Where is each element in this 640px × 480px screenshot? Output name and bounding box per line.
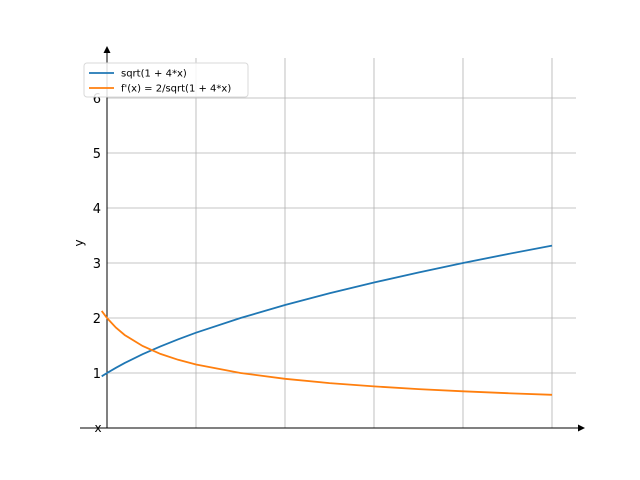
y-tick-label: 4 (93, 202, 101, 217)
x-axis-label: x (94, 421, 101, 435)
y-tick-label: 3 (93, 257, 101, 272)
legend-box (83, 62, 249, 98)
x-axis-arrow-icon (578, 424, 585, 432)
legend: sqrt(1 + 4*x) f'(x) = 2/sqrt(1 + 4*x) (83, 62, 249, 98)
series-line-1 (100, 310, 553, 396)
y-tick-label: 1 (93, 367, 101, 382)
legend-label: sqrt(1 + 4*x) (121, 69, 187, 80)
series-lines (100, 244, 553, 396)
series-line-0 (101, 244, 553, 378)
y-tick-label: 6 (93, 92, 101, 107)
grid (107, 58, 576, 428)
axes (80, 46, 585, 432)
y-tick-label: 5 (93, 147, 101, 162)
y-axis-label: y (72, 239, 86, 246)
legend-label: f'(x) = 2/sqrt(1 + 4*x) (121, 84, 231, 95)
y-tick-label: 2 (93, 312, 101, 327)
tick-labels: 1 2 3 4 5 6 (93, 92, 101, 382)
y-axis-arrow-icon (103, 46, 111, 53)
